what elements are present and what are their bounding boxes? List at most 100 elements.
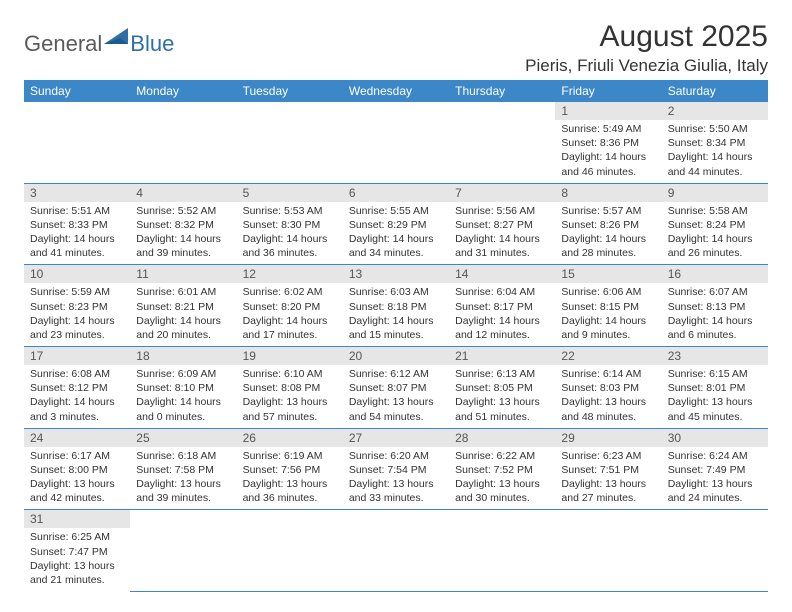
day-details: Sunrise: 6:15 AMSunset: 8:01 PMDaylight:… — [662, 365, 768, 428]
logo-sail-icon — [104, 26, 130, 51]
calendar-day-cell: 10Sunrise: 5:59 AMSunset: 8:23 PMDayligh… — [24, 265, 130, 347]
calendar-day-cell: 13Sunrise: 6:03 AMSunset: 8:18 PMDayligh… — [343, 265, 449, 347]
calendar-day-cell: 26Sunrise: 6:19 AMSunset: 7:56 PMDayligh… — [237, 428, 343, 510]
day-details: Sunrise: 5:57 AMSunset: 8:26 PMDaylight:… — [555, 202, 661, 265]
weekday-header: Thursday — [449, 80, 555, 102]
day-details: Sunrise: 6:25 AMSunset: 7:47 PMDaylight:… — [24, 528, 130, 591]
calendar-day-cell: 29Sunrise: 6:23 AMSunset: 7:51 PMDayligh… — [555, 428, 661, 510]
calendar-day-cell: 8Sunrise: 5:57 AMSunset: 8:26 PMDaylight… — [555, 183, 661, 265]
day-number: 29 — [555, 429, 661, 447]
day-details: Sunrise: 5:55 AMSunset: 8:29 PMDaylight:… — [343, 202, 449, 265]
title-block: August 2025 Pieris, Friuli Venezia Giuli… — [525, 20, 768, 76]
calendar-day-cell: 11Sunrise: 6:01 AMSunset: 8:21 PMDayligh… — [130, 265, 236, 347]
calendar-day-cell: 19Sunrise: 6:10 AMSunset: 8:08 PMDayligh… — [237, 347, 343, 429]
calendar-week-row: 24Sunrise: 6:17 AMSunset: 8:00 PMDayligh… — [24, 428, 768, 510]
day-details: Sunrise: 6:07 AMSunset: 8:13 PMDaylight:… — [662, 283, 768, 346]
calendar-day-cell: 4Sunrise: 5:52 AMSunset: 8:32 PMDaylight… — [130, 183, 236, 265]
day-details: Sunrise: 6:14 AMSunset: 8:03 PMDaylight:… — [555, 365, 661, 428]
calendar-day-cell: 15Sunrise: 6:06 AMSunset: 8:15 PMDayligh… — [555, 265, 661, 347]
day-number: 6 — [343, 184, 449, 202]
day-number: 19 — [237, 347, 343, 365]
day-number: 2 — [662, 102, 768, 120]
day-number: 1 — [555, 102, 661, 120]
calendar-day-cell: 17Sunrise: 6:08 AMSunset: 8:12 PMDayligh… — [24, 347, 130, 429]
calendar-day-cell: 6Sunrise: 5:55 AMSunset: 8:29 PMDaylight… — [343, 183, 449, 265]
calendar-day-cell: 5Sunrise: 5:53 AMSunset: 8:30 PMDaylight… — [237, 183, 343, 265]
day-details: Sunrise: 6:02 AMSunset: 8:20 PMDaylight:… — [237, 283, 343, 346]
calendar-day-cell: 3Sunrise: 5:51 AMSunset: 8:33 PMDaylight… — [24, 183, 130, 265]
day-number: 18 — [130, 347, 236, 365]
day-number: 4 — [130, 184, 236, 202]
calendar-day-cell: 24Sunrise: 6:17 AMSunset: 8:00 PMDayligh… — [24, 428, 130, 510]
day-number: 30 — [662, 429, 768, 447]
calendar-day-cell: 22Sunrise: 6:14 AMSunset: 8:03 PMDayligh… — [555, 347, 661, 429]
day-number: 9 — [662, 184, 768, 202]
day-number: 15 — [555, 265, 661, 283]
calendar-day-cell: 12Sunrise: 6:02 AMSunset: 8:20 PMDayligh… — [237, 265, 343, 347]
day-number: 17 — [24, 347, 130, 365]
logo: General Blue — [24, 26, 174, 61]
day-details: Sunrise: 5:58 AMSunset: 8:24 PMDaylight:… — [662, 202, 768, 265]
logo-text-general: General — [24, 31, 102, 57]
day-details: Sunrise: 5:49 AMSunset: 8:36 PMDaylight:… — [555, 120, 661, 183]
day-details: Sunrise: 5:53 AMSunset: 8:30 PMDaylight:… — [237, 202, 343, 265]
day-details: Sunrise: 6:13 AMSunset: 8:05 PMDaylight:… — [449, 365, 555, 428]
calendar-day-cell: 25Sunrise: 6:18 AMSunset: 7:58 PMDayligh… — [130, 428, 236, 510]
weekday-header: Wednesday — [343, 80, 449, 102]
weekday-header: Saturday — [662, 80, 768, 102]
calendar-empty-cell — [130, 510, 236, 591]
day-number: 8 — [555, 184, 661, 202]
day-details: Sunrise: 5:50 AMSunset: 8:34 PMDaylight:… — [662, 120, 768, 183]
calendar-empty-cell — [662, 510, 768, 591]
day-number: 16 — [662, 265, 768, 283]
header: General Blue August 2025 Pieris, Friuli … — [24, 20, 768, 76]
day-details: Sunrise: 6:03 AMSunset: 8:18 PMDaylight:… — [343, 283, 449, 346]
day-number: 13 — [343, 265, 449, 283]
calendar-day-cell: 18Sunrise: 6:09 AMSunset: 8:10 PMDayligh… — [130, 347, 236, 429]
calendar-empty-cell — [449, 102, 555, 183]
calendar-empty-cell — [555, 510, 661, 591]
day-details: Sunrise: 6:20 AMSunset: 7:54 PMDaylight:… — [343, 447, 449, 510]
day-details: Sunrise: 5:56 AMSunset: 8:27 PMDaylight:… — [449, 202, 555, 265]
day-number: 5 — [237, 184, 343, 202]
calendar-day-cell: 28Sunrise: 6:22 AMSunset: 7:52 PMDayligh… — [449, 428, 555, 510]
calendar-week-row: 10Sunrise: 5:59 AMSunset: 8:23 PMDayligh… — [24, 265, 768, 347]
weekday-header: Friday — [555, 80, 661, 102]
logo-text-blue: Blue — [130, 31, 174, 57]
weekday-header-row: SundayMondayTuesdayWednesdayThursdayFrid… — [24, 80, 768, 102]
day-number: 24 — [24, 429, 130, 447]
day-details: Sunrise: 5:51 AMSunset: 8:33 PMDaylight:… — [24, 202, 130, 265]
day-number: 25 — [130, 429, 236, 447]
day-details: Sunrise: 6:06 AMSunset: 8:15 PMDaylight:… — [555, 283, 661, 346]
calendar-empty-cell — [343, 510, 449, 591]
day-details: Sunrise: 6:04 AMSunset: 8:17 PMDaylight:… — [449, 283, 555, 346]
weekday-header: Tuesday — [237, 80, 343, 102]
day-details: Sunrise: 6:08 AMSunset: 8:12 PMDaylight:… — [24, 365, 130, 428]
calendar-day-cell: 7Sunrise: 5:56 AMSunset: 8:27 PMDaylight… — [449, 183, 555, 265]
calendar-empty-cell — [343, 102, 449, 183]
calendar-day-cell: 2Sunrise: 5:50 AMSunset: 8:34 PMDaylight… — [662, 102, 768, 183]
day-number: 3 — [24, 184, 130, 202]
month-title: August 2025 — [525, 20, 768, 54]
day-number: 20 — [343, 347, 449, 365]
calendar-day-cell: 9Sunrise: 5:58 AMSunset: 8:24 PMDaylight… — [662, 183, 768, 265]
day-details: Sunrise: 6:01 AMSunset: 8:21 PMDaylight:… — [130, 283, 236, 346]
calendar-day-cell: 23Sunrise: 6:15 AMSunset: 8:01 PMDayligh… — [662, 347, 768, 429]
day-details: Sunrise: 6:09 AMSunset: 8:10 PMDaylight:… — [130, 365, 236, 428]
calendar-week-row: 17Sunrise: 6:08 AMSunset: 8:12 PMDayligh… — [24, 347, 768, 429]
day-details: Sunrise: 6:18 AMSunset: 7:58 PMDaylight:… — [130, 447, 236, 510]
calendar-day-cell: 14Sunrise: 6:04 AMSunset: 8:17 PMDayligh… — [449, 265, 555, 347]
calendar-day-cell: 20Sunrise: 6:12 AMSunset: 8:07 PMDayligh… — [343, 347, 449, 429]
day-details: Sunrise: 5:59 AMSunset: 8:23 PMDaylight:… — [24, 283, 130, 346]
day-number: 10 — [24, 265, 130, 283]
day-details: Sunrise: 6:22 AMSunset: 7:52 PMDaylight:… — [449, 447, 555, 510]
day-number: 11 — [130, 265, 236, 283]
day-details: Sunrise: 5:52 AMSunset: 8:32 PMDaylight:… — [130, 202, 236, 265]
calendar-week-row: 3Sunrise: 5:51 AMSunset: 8:33 PMDaylight… — [24, 183, 768, 265]
calendar-table: SundayMondayTuesdayWednesdayThursdayFrid… — [24, 80, 768, 592]
calendar-day-cell: 16Sunrise: 6:07 AMSunset: 8:13 PMDayligh… — [662, 265, 768, 347]
location: Pieris, Friuli Venezia Giulia, Italy — [525, 56, 768, 76]
calendar-day-cell: 31Sunrise: 6:25 AMSunset: 7:47 PMDayligh… — [24, 510, 130, 591]
weekday-header: Sunday — [24, 80, 130, 102]
day-number: 12 — [237, 265, 343, 283]
